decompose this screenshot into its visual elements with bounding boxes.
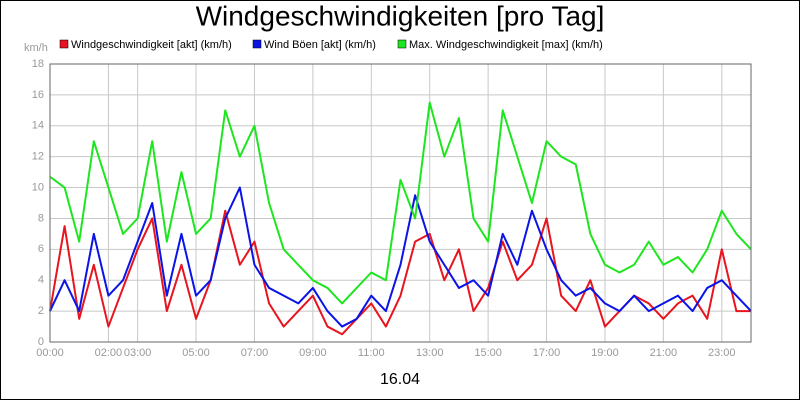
legend-label: Windgeschwindigkeit [akt] (km/h) bbox=[71, 39, 232, 51]
x-tick-label: 05:00 bbox=[182, 347, 210, 359]
x-tick-label: 00:00 bbox=[36, 347, 64, 359]
y-tick-label: 10 bbox=[32, 181, 44, 193]
y-tick-label: 6 bbox=[38, 243, 44, 255]
legend-label: Wind Böen [akt] (km/h) bbox=[264, 39, 376, 51]
y-tick-label: 14 bbox=[32, 120, 44, 132]
y-tick-label: 8 bbox=[38, 212, 44, 224]
legend-swatch bbox=[59, 39, 69, 49]
y-tick-label: 16 bbox=[32, 89, 44, 101]
legend-swatch bbox=[397, 39, 407, 49]
y-tick-label: 12 bbox=[32, 151, 44, 163]
series-line bbox=[49, 101, 752, 305]
y-unit: km/h bbox=[24, 42, 48, 54]
x-tick-label: 07:00 bbox=[241, 347, 269, 359]
legend-swatch bbox=[252, 39, 262, 49]
y-tick-label: 18 bbox=[32, 58, 44, 70]
series-line bbox=[49, 186, 752, 328]
x-tick-label: 21:00 bbox=[650, 347, 678, 359]
x-tick-label: 02:00 bbox=[95, 347, 123, 359]
y-tick-label: 0 bbox=[38, 336, 44, 348]
x-tick-label: 09:00 bbox=[299, 347, 327, 359]
x-tick-label: 13:00 bbox=[416, 347, 444, 359]
y-tick-label: 4 bbox=[38, 274, 44, 286]
y-tick-label: 2 bbox=[38, 305, 44, 317]
chart-title: Windgeschwindigkeiten [pro Tag] bbox=[196, 0, 605, 31]
x-tick-label: 03:00 bbox=[124, 347, 152, 359]
x-tick-label: 15:00 bbox=[474, 347, 502, 359]
plot-frame bbox=[49, 63, 752, 343]
x-tick-label: 19:00 bbox=[591, 347, 619, 359]
x-axis-label: 16.04 bbox=[380, 371, 420, 388]
x-tick-label: 23:00 bbox=[708, 347, 736, 359]
x-tick-label: 11:00 bbox=[358, 347, 385, 359]
x-tick-label: 17:00 bbox=[533, 347, 561, 359]
legend-label: Max. Windgeschwindigkeit [max] (km/h) bbox=[409, 39, 603, 51]
